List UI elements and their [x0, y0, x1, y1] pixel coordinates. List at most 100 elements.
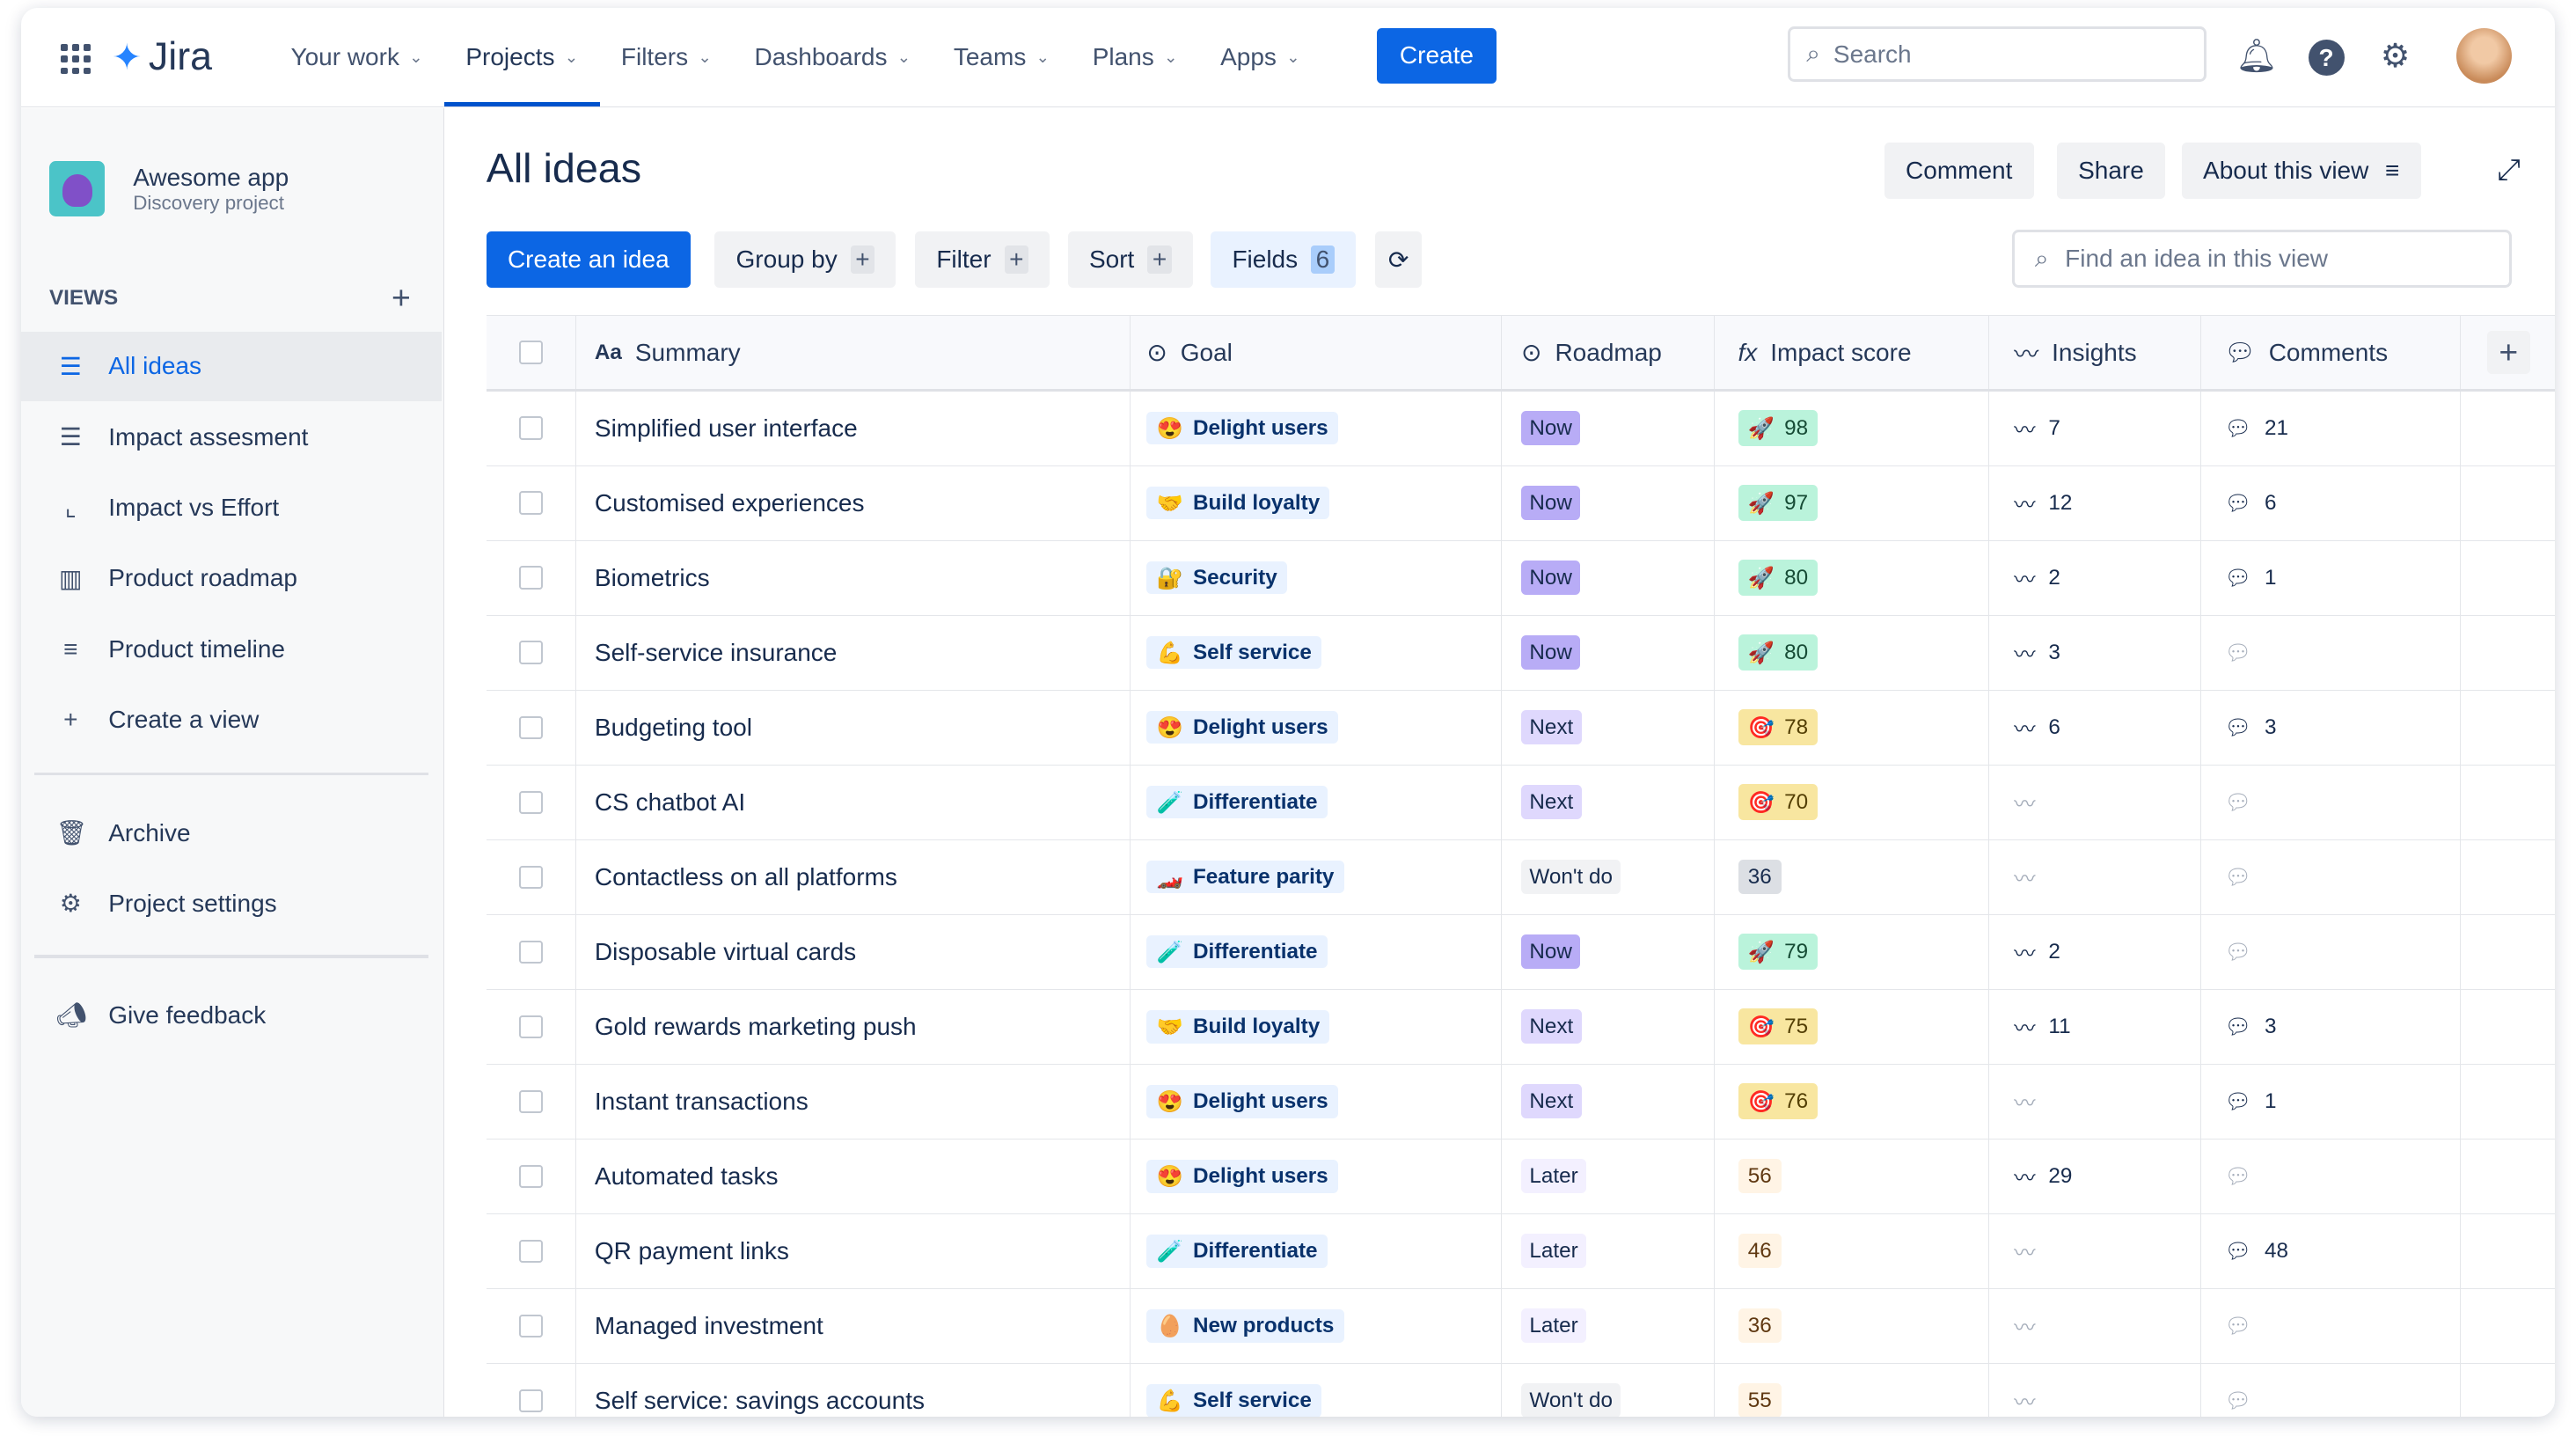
insights-cell[interactable]: 〰: [1989, 1288, 2202, 1363]
table-row[interactable]: Disposable virtual cards 🧪 Differentiate …: [486, 914, 2555, 990]
comments-cell[interactable]: 💬︎: [2201, 615, 2462, 690]
app-switcher-icon[interactable]: [61, 44, 91, 74]
insights-cell[interactable]: 〰: [1989, 1363, 2202, 1417]
group-by-button[interactable]: Group by +: [714, 231, 896, 288]
idea-summary[interactable]: Managed investment: [594, 1311, 823, 1339]
sidebar-item-give-feedback[interactable]: 📣︎ Give feedback: [21, 981, 442, 1050]
row-checkbox[interactable]: [519, 491, 543, 515]
column-goal[interactable]: ⊙ Goal: [1131, 316, 1502, 389]
comments-cell[interactable]: 💬︎: [2201, 1288, 2462, 1363]
table-row[interactable]: CS chatbot AI 🧪 Differentiate Next 🎯 70 〰 …: [486, 765, 2555, 840]
row-checkbox[interactable]: [519, 641, 543, 664]
comment-button[interactable]: Comment: [1884, 143, 2034, 199]
column-comments[interactable]: 💬︎ Comments: [2201, 316, 2462, 389]
idea-summary[interactable]: Instant transactions: [594, 1087, 809, 1115]
insights-cell[interactable]: 〰 2: [1989, 540, 2202, 615]
sidebar-item[interactable]: ⌞ Impact vs Effort: [21, 473, 442, 542]
roadmap-tag[interactable]: Next: [1521, 1084, 1582, 1119]
roadmap-tag[interactable]: Now: [1521, 934, 1581, 970]
table-row[interactable]: Simplified user interface 😍 Delight users…: [486, 391, 2555, 466]
filter-button[interactable]: Filter +: [915, 231, 1050, 288]
idea-summary[interactable]: Customised experiences: [594, 488, 865, 517]
roadmap-tag[interactable]: Later: [1521, 1159, 1587, 1194]
goal-tag[interactable]: 🧪 Differentiate: [1146, 785, 1328, 819]
row-checkbox[interactable]: [519, 1239, 543, 1264]
idea-summary[interactable]: Biometrics: [594, 563, 710, 591]
comments-cell[interactable]: 💬︎ 21: [2201, 391, 2462, 465]
nav-item[interactable]: Apps ⌄: [1199, 8, 1321, 106]
sidebar-item-archive[interactable]: 🗑︎ Archive: [21, 798, 442, 867]
fullscreen-icon[interactable]: ⤢: [2497, 154, 2521, 187]
insights-cell[interactable]: 〰 12: [1989, 465, 2202, 540]
nav-item[interactable]: Filters ⌄: [600, 8, 734, 106]
insights-cell[interactable]: 〰: [1989, 1064, 2202, 1139]
idea-summary[interactable]: Self-service insurance: [594, 638, 838, 666]
about-view-button[interactable]: About this view ≡: [2181, 143, 2421, 199]
comments-cell[interactable]: 💬︎ 1: [2201, 540, 2462, 615]
create-button[interactable]: Create: [1376, 27, 1497, 84]
sort-button[interactable]: Sort +: [1067, 231, 1194, 288]
sidebar-item[interactable]: ≡ Product timeline: [21, 614, 442, 683]
insights-cell[interactable]: 〰 3: [1989, 615, 2202, 690]
idea-summary[interactable]: QR payment links: [594, 1236, 789, 1264]
goal-tag[interactable]: 🏎️ Feature parity: [1146, 861, 1344, 894]
table-row[interactable]: Instant transactions 😍 Delight users Next…: [486, 1064, 2555, 1140]
table-row[interactable]: Biometrics 🔐 Security Now 🚀 80 〰 2 💬︎ 1: [486, 540, 2555, 616]
goal-tag[interactable]: 🤝 Build loyalty: [1146, 1010, 1330, 1044]
avatar[interactable]: [2455, 27, 2513, 84]
goal-tag[interactable]: 😍 Delight users: [1146, 411, 1338, 445]
table-row[interactable]: Gold rewards marketing push 🤝 Build loyal…: [486, 989, 2555, 1065]
insights-cell[interactable]: 〰: [1989, 1213, 2202, 1288]
goal-tag[interactable]: 😍 Delight users: [1146, 710, 1338, 744]
column-insights[interactable]: 〰 Insights: [1989, 316, 2202, 389]
column-impact-score[interactable]: fx Impact score: [1715, 316, 1990, 389]
idea-summary[interactable]: Self service: savings accounts: [594, 1386, 925, 1414]
table-row[interactable]: QR payment links 🧪 Differentiate Later 46…: [486, 1213, 2555, 1289]
roadmap-tag[interactable]: Now: [1521, 635, 1581, 671]
comments-cell[interactable]: 💬︎ 3: [2201, 989, 2462, 1064]
table-row[interactable]: Contactless on all platforms 🏎️ Feature p…: [486, 839, 2555, 915]
sidebar-item[interactable]: ☰ Impact assesment: [21, 402, 442, 471]
insights-cell[interactable]: 〰 6: [1989, 690, 2202, 765]
goal-tag[interactable]: 🧪 Differentiate: [1146, 935, 1328, 969]
auto-translate-icon[interactable]: ⟳: [1374, 231, 1423, 288]
table-row[interactable]: Customised experiences 🤝 Build loyalty No…: [486, 465, 2555, 541]
row-checkbox[interactable]: [519, 1389, 543, 1413]
row-checkbox[interactable]: [519, 1015, 543, 1038]
fields-button[interactable]: Fields 6: [1211, 231, 1357, 288]
idea-summary[interactable]: Disposable virtual cards: [594, 937, 857, 965]
table-row[interactable]: Automated tasks 😍 Delight users Later 56 …: [486, 1139, 2555, 1214]
sidebar-item[interactable]: + Create a view: [21, 685, 442, 754]
row-checkbox[interactable]: [519, 1164, 543, 1188]
project-header[interactable]: Awesome app Discovery project: [49, 160, 289, 217]
insights-cell[interactable]: 〰 7: [1989, 391, 2202, 465]
goal-tag[interactable]: 😍 Delight users: [1146, 1160, 1338, 1193]
sidebar-item[interactable]: ☰ All ideas: [21, 332, 443, 401]
roadmap-tag[interactable]: Later: [1521, 1234, 1587, 1269]
comments-cell[interactable]: 💬︎ 1: [2201, 1064, 2462, 1139]
insights-cell[interactable]: 〰 29: [1989, 1139, 2202, 1213]
column-summary[interactable]: Aa Summary: [576, 316, 1131, 389]
roadmap-tag[interactable]: Now: [1521, 561, 1581, 596]
table-row[interactable]: Self service: savings accounts 💪 Self ser…: [487, 1363, 2555, 1417]
roadmap-tag[interactable]: Won't do: [1521, 860, 1621, 895]
nav-item[interactable]: Your work ⌄: [269, 8, 444, 106]
share-button[interactable]: Share: [2056, 143, 2166, 199]
insights-cell[interactable]: 〰: [1989, 839, 2202, 914]
add-column-button[interactable]: +: [2486, 331, 2530, 374]
row-checkbox[interactable]: [519, 715, 543, 739]
find-idea-input[interactable]: ⌕ Find an idea in this view: [2012, 230, 2513, 288]
nav-item[interactable]: Dashboards ⌄: [733, 8, 932, 106]
sidebar-item-project-settings[interactable]: ⚙ Project settings: [21, 869, 442, 938]
row-checkbox[interactable]: [519, 1314, 543, 1338]
roadmap-tag[interactable]: Next: [1521, 785, 1582, 820]
comments-cell[interactable]: 💬︎: [2201, 1363, 2462, 1417]
add-view-icon[interactable]: +: [392, 278, 411, 316]
settings-icon[interactable]: ⚙: [2380, 36, 2411, 74]
row-checkbox[interactable]: [519, 1089, 543, 1113]
comments-cell[interactable]: 💬︎: [2201, 839, 2462, 914]
notifications-icon[interactable]: 🔔︎: [2236, 36, 2278, 74]
comments-cell[interactable]: 💬︎: [2201, 765, 2462, 839]
roadmap-tag[interactable]: Next: [1521, 1009, 1582, 1044]
goal-tag[interactable]: 🥚 New products: [1146, 1309, 1344, 1343]
